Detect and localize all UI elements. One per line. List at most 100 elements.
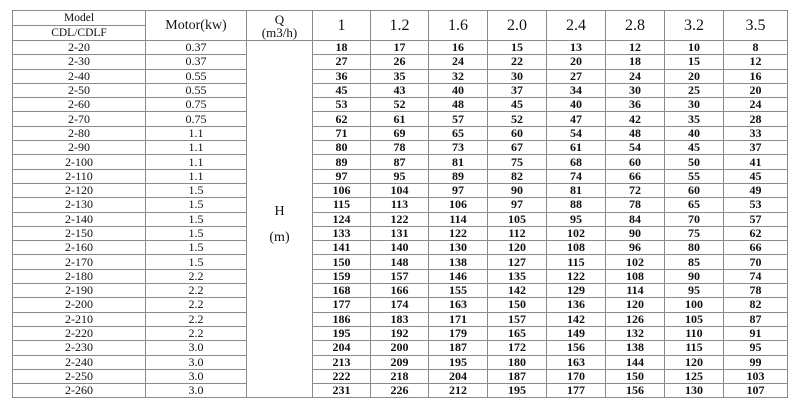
- head-value-cell: 28: [723, 111, 788, 127]
- head-value-cell: 57: [428, 111, 488, 127]
- head-value-cell: 40: [428, 82, 488, 99]
- head-value-cell: 132: [605, 325, 665, 342]
- model-label: Model: [13, 11, 145, 26]
- head-value-cell: 122: [370, 211, 429, 227]
- head-value-cell: 103: [723, 368, 788, 385]
- head-value-cell: 52: [487, 111, 547, 127]
- head-value-cell: 45: [487, 97, 547, 113]
- head-value-cell: 69: [370, 125, 429, 142]
- model-cell: 2-80: [12, 125, 146, 142]
- head-value-cell: 105: [664, 311, 724, 327]
- head-value-cell: 80: [312, 140, 371, 156]
- table-row: 2-30 0.37 27 26 24 22 20 18 15 12: [12, 54, 788, 70]
- head-value-cell: 36: [605, 97, 665, 113]
- motor-cell: 1.5: [145, 197, 247, 213]
- head-value-cell: 60: [487, 125, 547, 142]
- head-value-cell: 115: [312, 197, 371, 213]
- head-value-cell: 146: [428, 268, 488, 285]
- head-value-cell: 150: [487, 297, 547, 313]
- table-row: 2-220 2.2 195 192 179 165 149 132 110 91: [12, 325, 788, 342]
- head-value-cell: 97: [487, 197, 547, 213]
- head-value-cell: 78: [723, 283, 788, 299]
- head-value-cell: 10: [664, 39, 724, 56]
- head-value-cell: 106: [428, 197, 488, 213]
- motor-cell: 2.2: [145, 297, 247, 313]
- head-value-cell: 218: [370, 368, 429, 385]
- head-value-cell: 112: [487, 225, 547, 242]
- head-value-cell: 95: [664, 283, 724, 299]
- head-value-cell: 131: [370, 225, 429, 242]
- head-value-cell: 95: [546, 211, 606, 227]
- head-value-cell: 107: [723, 383, 788, 399]
- head-value-cell: 45: [664, 140, 724, 156]
- head-value-cell: 24: [428, 54, 488, 70]
- head-value-cell: 100: [664, 297, 724, 313]
- head-value-cell: 204: [428, 368, 488, 385]
- head-value-cell: 135: [487, 268, 547, 285]
- flow-header-2: 1.6: [428, 10, 488, 41]
- head-value-cell: 186: [312, 311, 371, 327]
- model-cell: 2-240: [12, 354, 146, 370]
- table-row: 2-180 2.2 159 157 146 135 122 108 90 74: [12, 268, 788, 285]
- head-value-cell: 195: [487, 383, 547, 399]
- head-value-cell: 122: [546, 268, 606, 285]
- model-cell: 2-200: [12, 297, 146, 313]
- head-value-cell: 115: [546, 254, 606, 270]
- head-value-cell: 16: [428, 39, 488, 56]
- head-value-cell: 226: [370, 383, 429, 399]
- table-row: 2-140 1.5 124 122 114 105 95 84 70 57: [12, 211, 788, 227]
- motor-cell: 0.75: [145, 97, 247, 113]
- head-value-cell: 88: [546, 197, 606, 213]
- head-value-cell: 149: [546, 325, 606, 342]
- table-row: 2-190 2.2 168 166 155 142 129 114 95 78: [12, 283, 788, 299]
- model-cell: 2-140: [12, 211, 146, 227]
- head-value-cell: 84: [605, 211, 665, 227]
- flow-header-6: 3.2: [664, 10, 724, 41]
- head-value-cell: 209: [370, 354, 429, 370]
- head-value-cell: 36: [312, 68, 371, 84]
- head-value-cell: 142: [487, 283, 547, 299]
- model-cell: 2-30: [12, 54, 146, 70]
- head-value-cell: 70: [664, 211, 724, 227]
- head-value-cell: 122: [428, 225, 488, 242]
- h-unit: (m): [269, 230, 290, 246]
- head-value-cell: 41: [723, 154, 788, 170]
- head-value-cell: 37: [487, 82, 547, 99]
- model-cell: 2-180: [12, 268, 146, 285]
- head-value-cell: 110: [664, 325, 724, 342]
- head-value-cell: 55: [664, 168, 724, 184]
- head-value-cell: 90: [664, 268, 724, 285]
- motor-cell: 0.37: [145, 54, 247, 70]
- head-value-cell: 156: [605, 383, 665, 399]
- table-row: 2-230 3.0 204 200 187 172 156 138 115 95: [12, 340, 788, 356]
- table-row: 2-70 0.75 62 61 57 52 47 42 35 28: [12, 111, 788, 127]
- head-value-cell: 150: [605, 368, 665, 385]
- head-value-cell: 113: [370, 197, 429, 213]
- table-row: 2-150 1.5 133 131 122 112 102 90 75 62: [12, 225, 788, 242]
- head-value-cell: 20: [664, 68, 724, 84]
- head-value-cell: 177: [312, 297, 371, 313]
- head-value-cell: 25: [664, 82, 724, 99]
- head-value-cell: 172: [487, 340, 547, 356]
- head-value-cell: 130: [428, 240, 488, 256]
- head-value-cell: 204: [312, 340, 371, 356]
- head-value-cell: 96: [605, 240, 665, 256]
- head-value-cell: 72: [605, 182, 665, 199]
- head-value-cell: 50: [664, 154, 724, 170]
- head-value-cell: 61: [546, 140, 606, 156]
- model-cell: 2-190: [12, 283, 146, 299]
- head-value-cell: 129: [546, 283, 606, 299]
- head-value-cell: 78: [605, 197, 665, 213]
- head-value-cell: 124: [312, 211, 371, 227]
- head-value-cell: 159: [312, 268, 371, 285]
- motor-cell: 3.0: [145, 354, 247, 370]
- head-value-cell: 65: [428, 125, 488, 142]
- head-value-cell: 148: [370, 254, 429, 270]
- model-cell: 2-120: [12, 182, 146, 199]
- head-value-cell: 133: [312, 225, 371, 242]
- head-value-cell: 97: [312, 168, 371, 184]
- motor-header: Motor(kw): [145, 10, 247, 41]
- head-value-cell: 48: [605, 125, 665, 142]
- head-value-cell: 57: [723, 211, 788, 227]
- head-value-cell: 81: [546, 182, 606, 199]
